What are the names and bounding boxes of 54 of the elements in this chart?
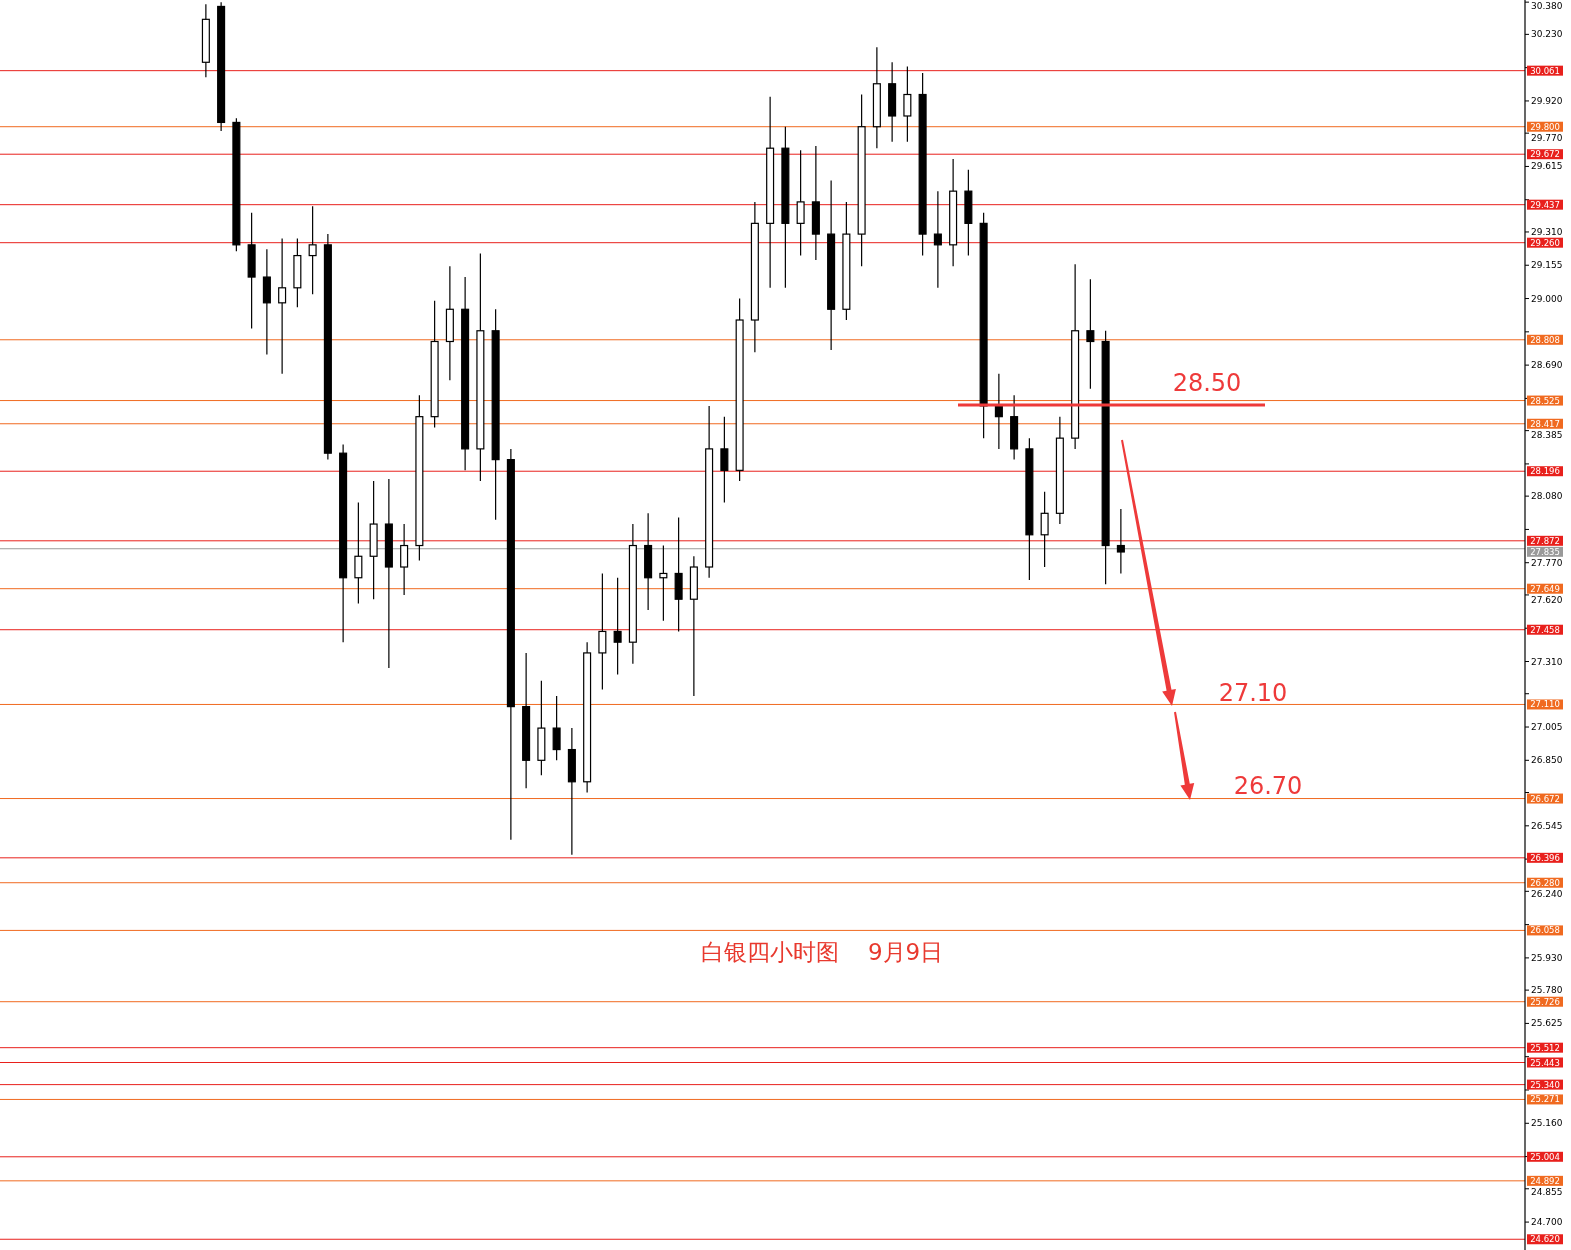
y-tick-label: 24.855 <box>1531 1186 1563 1197</box>
annotation: 26.70 <box>1233 772 1303 800</box>
y-tick-label: 29.615 <box>1531 161 1563 172</box>
ref-line-label: 26.058 <box>1530 925 1560 936</box>
ref-line-label: 25.271 <box>1530 1094 1560 1105</box>
y-tick-label: 24.700 <box>1531 1217 1563 1228</box>
ref-line-label: 28.196 <box>1530 466 1560 477</box>
ref-line-label: 29.437 <box>1530 199 1560 210</box>
y-tick-label: 28.080 <box>1531 491 1563 502</box>
y-tick-label: 25.625 <box>1531 1018 1563 1029</box>
ref-line-label: 25.443 <box>1530 1057 1560 1068</box>
ref-line-label: 24.620 <box>1530 1234 1560 1245</box>
annotation: 28.50 <box>1172 369 1242 397</box>
y-tick-label: 26.850 <box>1531 755 1563 766</box>
y-tick-label: 30.230 <box>1531 29 1563 40</box>
ref-line-label: 28.417 <box>1530 418 1560 429</box>
y-tick-label: 26.240 <box>1531 888 1563 899</box>
ref-line-label: 24.892 <box>1530 1175 1560 1186</box>
y-tick-label: 25.780 <box>1531 985 1563 996</box>
ref-line-label: 28.808 <box>1530 334 1560 345</box>
ref-line-label: 25.340 <box>1530 1079 1560 1090</box>
y-tick-label: 29.155 <box>1531 260 1563 271</box>
ref-line-label: 27.649 <box>1530 583 1560 594</box>
ref-line-label: 30.061 <box>1530 65 1560 76</box>
y-tick-label: 29.000 <box>1531 293 1563 304</box>
y-tick-label: 30.380 <box>1531 1 1563 11</box>
ref-line-label: 27.872 <box>1530 535 1560 546</box>
y-tick-label: 29.920 <box>1531 95 1563 106</box>
ref-line-label: 26.396 <box>1530 852 1560 863</box>
y-tick-label: 29.310 <box>1531 226 1563 237</box>
ref-line-label: 26.672 <box>1530 793 1560 804</box>
y-tick-label: 29.770 <box>1531 132 1563 143</box>
y-tick-label: 25.930 <box>1531 952 1563 963</box>
ref-line-label: 25.004 <box>1530 1151 1560 1162</box>
y-tick-label: 25.160 <box>1531 1118 1563 1129</box>
y-tick-label: 28.690 <box>1531 360 1563 371</box>
ref-line-label: 26.280 <box>1530 877 1560 888</box>
ref-line-label: 28.525 <box>1530 395 1560 406</box>
y-tick-label: 27.005 <box>1531 722 1563 733</box>
text: 白银四小时图 9月9日 <box>700 939 944 965</box>
ref-line-label: 25.726 <box>1530 996 1560 1007</box>
y-tick-label: 28.385 <box>1531 429 1563 440</box>
y-tick-label: 26.545 <box>1531 820 1563 831</box>
annotation: 27.10 <box>1218 679 1288 707</box>
ref-line-label: 27.835 <box>1530 546 1560 557</box>
y-tick-label: 27.620 <box>1531 594 1563 605</box>
ref-line-label: 29.800 <box>1530 121 1560 132</box>
ref-line-label: 29.672 <box>1530 149 1560 160</box>
y-tick-label: 27.310 <box>1531 656 1563 667</box>
ref-line-label: 25.512 <box>1530 1042 1560 1053</box>
y-tick-label: 27.770 <box>1531 557 1563 568</box>
ref-line-label: 27.110 <box>1530 699 1560 710</box>
ref-line-label: 27.458 <box>1530 624 1560 635</box>
ref-line-label: 29.260 <box>1530 237 1560 248</box>
